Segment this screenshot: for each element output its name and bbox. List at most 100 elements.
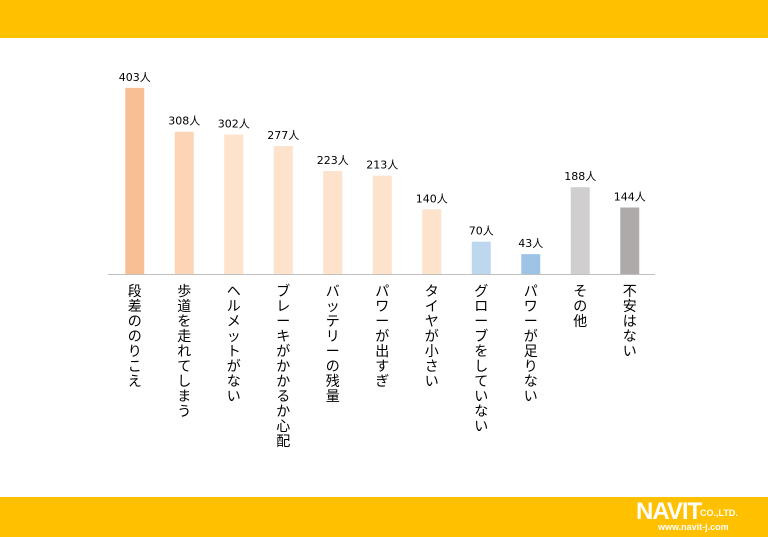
logo-url: www.navit-j.com bbox=[658, 522, 729, 532]
category-label-char: バ bbox=[326, 284, 340, 300]
category-label-char: グ bbox=[474, 284, 488, 300]
category-label-char: 差 bbox=[128, 299, 142, 315]
category-label-char: ー bbox=[326, 344, 340, 360]
bar bbox=[570, 187, 590, 274]
category-label-char: 配 bbox=[276, 434, 290, 450]
category-label-char: 走 bbox=[177, 329, 191, 345]
category-label-char: か bbox=[276, 359, 290, 375]
bar bbox=[620, 207, 640, 274]
data-label: 43人 bbox=[518, 237, 543, 250]
category-label-char: が bbox=[524, 329, 538, 345]
data-label: 140人 bbox=[416, 192, 448, 205]
logo-company-suffix: CO.,LTD. bbox=[700, 508, 738, 518]
category-label-char: ま bbox=[177, 389, 191, 405]
category-label-char: の bbox=[573, 299, 587, 315]
category-label-char: は bbox=[623, 314, 637, 330]
category-label-char: ロ bbox=[474, 299, 488, 315]
category-label-char: 歩 bbox=[177, 284, 191, 300]
category-label-char: ー bbox=[524, 314, 538, 330]
bar bbox=[224, 134, 244, 274]
category-label-char: て bbox=[177, 359, 191, 375]
category-label-char: い bbox=[474, 419, 488, 435]
category-label-char: し bbox=[177, 374, 191, 390]
category-label-char: い bbox=[227, 389, 241, 405]
category-label-char: タ bbox=[425, 284, 439, 300]
category-label-char: レ bbox=[276, 299, 290, 315]
category-label-char: る bbox=[276, 389, 290, 405]
category-label-char: ル bbox=[227, 299, 241, 315]
category-label-char: う bbox=[177, 404, 191, 420]
category-label-char: ワ bbox=[524, 299, 538, 315]
data-label: 277人 bbox=[267, 129, 299, 142]
category-label-char: い bbox=[425, 374, 439, 390]
category-label-char: が bbox=[375, 329, 389, 345]
category-label-char: イ bbox=[425, 299, 439, 315]
category-label-char: な bbox=[524, 374, 538, 390]
category-label-char: か bbox=[276, 374, 290, 390]
data-label: 302人 bbox=[218, 118, 250, 131]
category-label-char: ブ bbox=[276, 283, 290, 300]
data-label: 188人 bbox=[564, 170, 596, 183]
bar bbox=[323, 170, 343, 274]
category-label-char: い bbox=[474, 389, 488, 405]
category-label-char: 安 bbox=[623, 299, 637, 315]
category-label-char: て bbox=[474, 374, 488, 390]
category-label-char: な bbox=[474, 404, 488, 420]
category-label-char: リ bbox=[326, 329, 340, 345]
category-label-char: れ bbox=[177, 344, 191, 360]
category-label-char: 他 bbox=[573, 314, 587, 330]
category-label-char: ッ bbox=[326, 299, 340, 315]
category-label-char: ヤ bbox=[425, 314, 439, 330]
category-label-char: こ bbox=[128, 359, 142, 375]
bar bbox=[372, 175, 392, 274]
category-label-char: な bbox=[227, 374, 241, 390]
category-label-char: パ bbox=[375, 284, 389, 300]
category-label-char: ー bbox=[276, 314, 290, 330]
category-label-char: ワ bbox=[375, 299, 389, 315]
category-label-char: ヘ bbox=[227, 284, 241, 300]
data-label: 308人 bbox=[168, 115, 200, 128]
category-label-char: い bbox=[524, 389, 538, 405]
data-label: 213人 bbox=[366, 159, 398, 172]
data-label: 144人 bbox=[614, 190, 646, 203]
top-banner bbox=[0, 0, 768, 38]
category-label-char: さ bbox=[425, 359, 439, 375]
category-label-char: な bbox=[623, 329, 637, 345]
category-label-char: 出 bbox=[375, 344, 389, 360]
category-label-char: 心 bbox=[276, 419, 290, 435]
category-label-char: メ bbox=[227, 314, 241, 330]
category-label-char: 不 bbox=[623, 284, 637, 300]
category-label-char: 残 bbox=[326, 374, 340, 390]
data-label: 223人 bbox=[317, 154, 349, 167]
category-label-char: ー bbox=[474, 314, 488, 330]
bar bbox=[273, 146, 293, 274]
category-label-char: り bbox=[524, 359, 538, 375]
category-label-char: か bbox=[276, 404, 290, 420]
category-label-char: ブ bbox=[474, 328, 488, 345]
category-label-char: を bbox=[177, 314, 191, 330]
category-label-char: 量 bbox=[326, 389, 340, 405]
category-label-char: 段 bbox=[128, 284, 142, 300]
bar bbox=[125, 87, 145, 274]
bar bbox=[471, 241, 491, 274]
category-label-char: ト bbox=[227, 344, 241, 360]
category-label-char: ぎ bbox=[375, 374, 389, 390]
bar bbox=[521, 254, 541, 274]
bar bbox=[422, 209, 442, 274]
category-label-char: を bbox=[474, 344, 488, 360]
logo-wordmark: NAVIT bbox=[636, 498, 702, 525]
category-label-char: の bbox=[128, 314, 142, 330]
category-label-char: の bbox=[128, 329, 142, 345]
category-label-char: 足 bbox=[524, 344, 538, 360]
category-label-char: テ bbox=[326, 314, 340, 330]
category-label-char: が bbox=[227, 359, 241, 375]
category-label-char: の bbox=[326, 359, 340, 375]
category-label-char: え bbox=[128, 374, 142, 390]
category-label-char: す bbox=[375, 359, 389, 375]
navit-logo: NAVIT CO.,LTD. www.navit-j.com bbox=[636, 500, 764, 534]
category-label-char: ッ bbox=[227, 329, 241, 345]
category-label-char: 小 bbox=[425, 344, 439, 360]
category-label-char: し bbox=[474, 359, 488, 375]
category-label-char: パ bbox=[524, 284, 538, 300]
